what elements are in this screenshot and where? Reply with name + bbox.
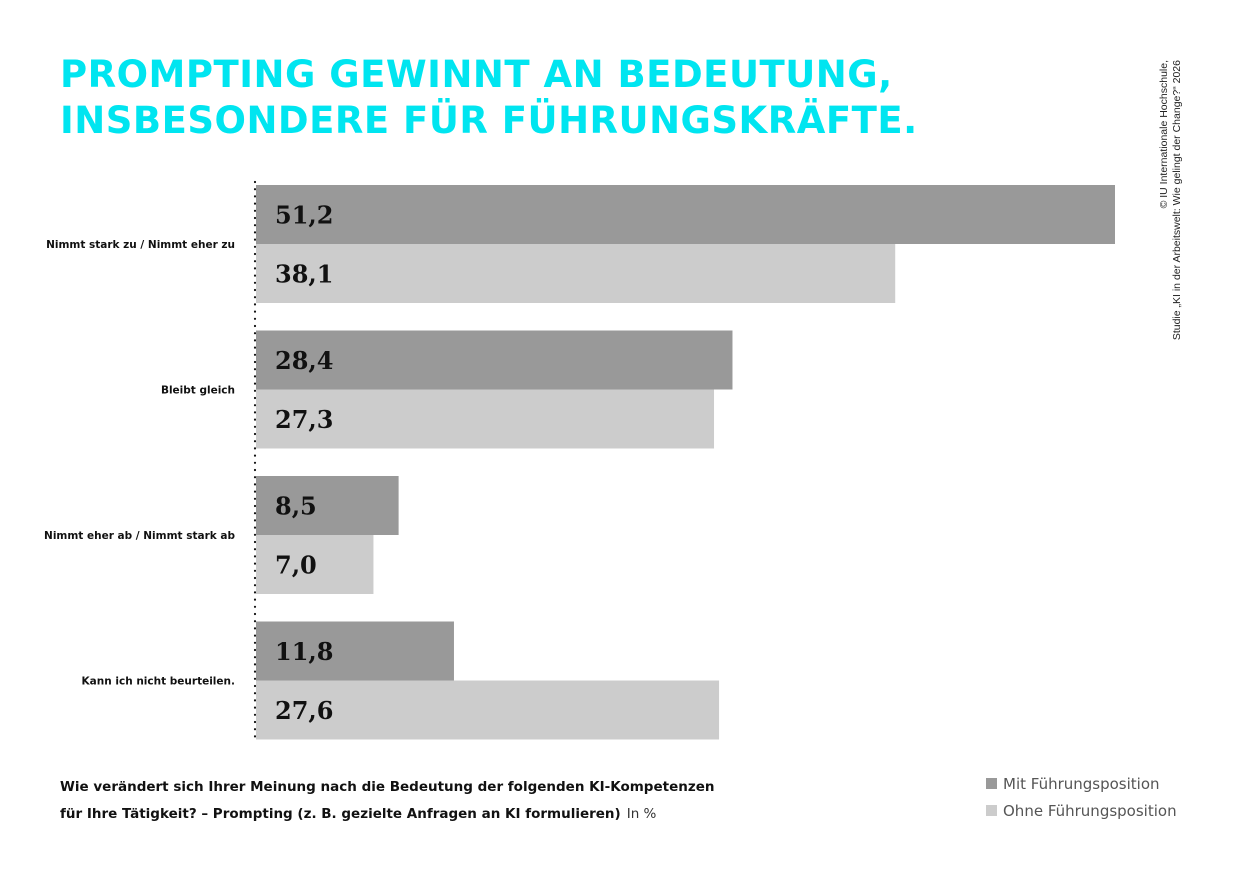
chart-title-line-2: INSBESONDERE FÜR FÜHRUNGSKRÄFTE. xyxy=(60,99,918,142)
survey-question: Wie verändert sich Ihrer Meinung nach di… xyxy=(60,774,714,828)
bar-increase-without-leadership xyxy=(256,244,896,303)
legend-label-without-leadership: Ohne Führungsposition xyxy=(1003,801,1177,820)
category-label-cannot-judge: Kann ich nicht beurteilen. xyxy=(82,676,235,688)
survey-question-line-2: für Ihre Tätigkeit? – Prompting (z. B. g… xyxy=(60,806,621,822)
legend-swatch-with-leadership xyxy=(986,778,997,789)
chart-title: PROMPTING GEWINNT AN BEDEUTUNG, INSBESON… xyxy=(60,52,918,144)
category-label-increase: Nimmt stark zu / Nimmt eher zu xyxy=(46,239,235,251)
category-label-decrease: Nimmt eher ab / Nimmt stark ab xyxy=(44,530,235,542)
value-label-unchanged-without-leadership: 27,3 xyxy=(275,405,333,434)
legend-item-without-leadership: Ohne Führungsposition xyxy=(986,797,1177,824)
category-label-unchanged: Bleibt gleich xyxy=(161,385,235,397)
unit-label: In % xyxy=(626,806,657,822)
legend: Mit Führungsposition Ohne Führungspositi… xyxy=(986,770,1177,824)
bar-chart: Nimmt stark zu / Nimmt eher zu 51,2 38,1 Bl… xyxy=(44,180,1115,744)
bar-increase-with-leadership xyxy=(256,185,1115,244)
value-label-decrease-without-leadership: 7,0 xyxy=(275,551,317,580)
value-label-cannot-judge-with-leadership: 11,8 xyxy=(275,637,333,666)
chart-title-line-1: PROMPTING GEWINNT AN BEDEUTUNG, xyxy=(60,53,893,96)
value-label-decrease-with-leadership: 8,5 xyxy=(275,492,317,521)
bar-decrease-with-leadership xyxy=(256,476,399,535)
bar-decrease-without-leadership xyxy=(256,535,374,594)
survey-question-line-1: Wie verändert sich Ihrer Meinung nach di… xyxy=(60,779,715,795)
bar-unchanged-with-leadership xyxy=(256,330,733,390)
value-label-increase-with-leadership: 51,2 xyxy=(275,201,333,230)
value-label-unchanged-with-leadership: 28,4 xyxy=(275,346,333,375)
legend-item-with-leadership: Mit Führungsposition xyxy=(986,770,1177,797)
bar-cannot-judge-without-leadership xyxy=(256,680,720,740)
legend-swatch-without-leadership xyxy=(986,805,997,816)
bar-cannot-judge-with-leadership xyxy=(256,621,454,681)
value-label-cannot-judge-without-leadership: 27,6 xyxy=(275,696,333,725)
value-label-increase-without-leadership: 38,1 xyxy=(275,260,333,289)
legend-label-with-leadership: Mit Führungsposition xyxy=(1003,774,1160,793)
bar-unchanged-without-leadership xyxy=(256,389,715,449)
